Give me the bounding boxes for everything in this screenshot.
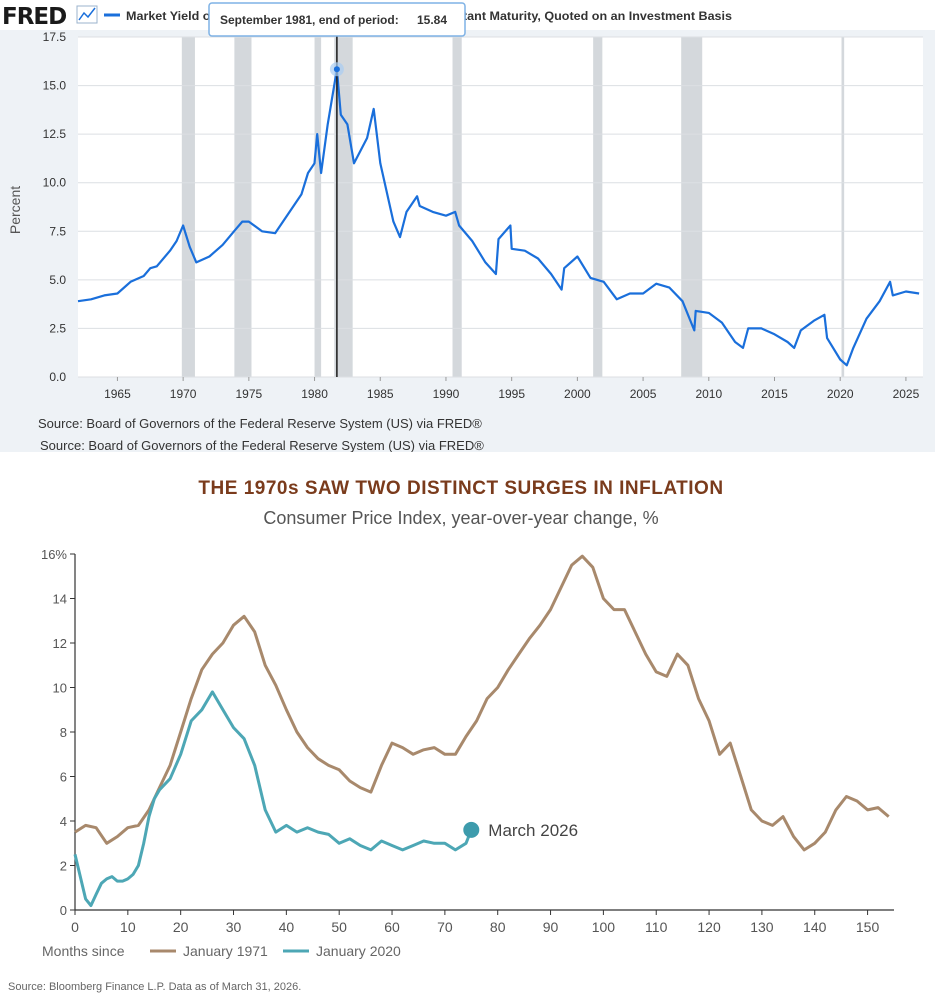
y-tick-label: 2.5 [49, 321, 66, 335]
x-tick-label: 80 [490, 919, 506, 935]
x-tick-label: 10 [120, 919, 136, 935]
x-tick-label: 2025 [893, 387, 920, 401]
inflation-series-group [73, 554, 890, 908]
inflation-axes [70, 553, 894, 915]
x-tick-label: 140 [803, 919, 827, 935]
fred-logo[interactable]: FRED [2, 4, 67, 30]
fred-recession-bands [181, 37, 845, 377]
y-tick-label: 5.0 [49, 273, 66, 287]
y-tick-label: 12.5 [43, 127, 67, 141]
recession-band [841, 37, 845, 377]
x-tick-label: 120 [697, 919, 721, 935]
y-tick-label: 15.0 [43, 79, 67, 93]
fred-panel: 0.0 2.5 5.0 7.5 10.0 12.5 15.0 17.5 1965 1970 197… [0, 0, 935, 453]
legend-label-1971: January 1971 [183, 943, 268, 959]
y-tick-label: 12 [53, 636, 67, 651]
fred-tooltip-value: 15.84 [417, 13, 447, 27]
recession-band [681, 37, 703, 377]
inflation-y-tick-labels: 0 2 4 6 8 10 12 14 16% [41, 547, 67, 918]
fred-plot-background [78, 37, 923, 377]
fred-highlight-group [329, 36, 344, 377]
y-tick-label: 0.0 [49, 370, 66, 384]
y-tick-label: 0 [60, 903, 67, 918]
fred-y-axis-label: Percent [7, 186, 23, 234]
x-tick-label: 2005 [630, 387, 657, 401]
y-tick-label: 8 [60, 725, 67, 740]
march-2026-annotation: March 2026 [488, 821, 578, 840]
x-tick-label: 100 [592, 919, 616, 935]
fred-graph-icon[interactable] [76, 5, 98, 24]
inflation-x-tick-labels: 0 10 20 30 40 50 60 70 80 90 100 110 120 130 140 150 [71, 919, 879, 935]
recession-band [334, 37, 353, 377]
x-tick-label: 40 [279, 919, 295, 935]
fred-series-group [77, 68, 920, 367]
y-tick-label: 2 [60, 859, 67, 874]
inflation-panel: THE 1970s SAW TWO DISTINCT SURGES IN INF… [0, 452, 935, 1000]
x-tick-label: 1980 [301, 387, 328, 401]
fred-tooltip: September 1981, end of period: 15.84 [208, 2, 466, 37]
recession-band [181, 37, 195, 377]
legend-prefix: Months since [42, 943, 125, 959]
x-tick-label: 90 [543, 919, 559, 935]
y-tick-label: 16% [41, 547, 67, 562]
inflation-title: THE 1970s SAW TWO DISTINCT SURGES IN INF… [198, 478, 723, 499]
x-tick-label: 1985 [367, 387, 394, 401]
x-tick-label: 70 [437, 919, 453, 935]
x-tick-label: 0 [71, 919, 79, 935]
fred-gridlines [78, 36, 923, 381]
fred-chart: 0.0 2.5 5.0 7.5 10.0 12.5 15.0 17.5 1965 1970 197… [0, 0, 935, 453]
fred-x-tick-labels: 1965 1970 1975 1980 1985 1990 1995 2000 2005 2010… [104, 387, 920, 401]
x-tick-label: 130 [750, 919, 774, 935]
recession-band [452, 37, 462, 377]
legend-label-2020: January 2020 [316, 943, 401, 959]
x-tick-label: 2000 [564, 387, 591, 401]
inflation-subtitle: Consumer Price Index, year-over-year cha… [263, 508, 658, 528]
x-tick-label: 1970 [170, 387, 197, 401]
fred-yield-line [77, 68, 920, 367]
x-tick-label: 60 [384, 919, 400, 935]
x-tick-label: 2015 [761, 387, 788, 401]
fred-y-tick-labels: 0.0 2.5 5.0 7.5 10.0 12.5 15.0 17.5 [43, 30, 67, 384]
y-tick-label: 17.5 [43, 30, 67, 44]
recession-band [593, 37, 603, 377]
y-tick-label: 4 [60, 814, 67, 829]
x-tick-label: 150 [856, 919, 880, 935]
x-tick-label: 30 [226, 919, 242, 935]
x-tick-label: 1975 [235, 387, 262, 401]
fred-source-1: Source: Board of Governors of the Federa… [38, 416, 482, 431]
x-tick-label: 50 [331, 919, 347, 935]
x-tick-label: 2010 [695, 387, 722, 401]
fred-tooltip-label: September 1981, end of period: [220, 13, 399, 27]
inflation-chart: THE 1970s SAW TWO DISTINCT SURGES IN INF… [8, 478, 894, 993]
y-tick-label: 7.5 [49, 224, 66, 238]
recession-band [234, 37, 252, 377]
y-tick-label: 10.0 [43, 176, 67, 190]
fred-highlight-point [333, 66, 340, 73]
series-line-january-1971 [74, 554, 890, 852]
x-tick-label: 20 [173, 919, 189, 935]
y-tick-label: 6 [60, 770, 67, 785]
x-tick-label: 2020 [827, 387, 854, 401]
x-tick-label: 1990 [433, 387, 460, 401]
series-line-january-2020 [73, 690, 473, 908]
y-tick-label: 14 [53, 592, 67, 607]
fred-header-bg [0, 0, 935, 30]
x-tick-label: 1965 [104, 387, 131, 401]
inflation-source: Source: Bloomberg Finance L.P. Data as o… [8, 981, 301, 993]
recession-band [314, 37, 322, 377]
y-tick-label: 10 [53, 681, 67, 696]
march-2026-marker [463, 821, 480, 838]
x-tick-label: 1995 [498, 387, 525, 401]
fred-source-2: Source: Board of Governors of the Federa… [40, 438, 484, 452]
inflation-legend: Months since January 1971 January 2020 [42, 943, 401, 959]
x-tick-label: 110 [645, 919, 668, 935]
